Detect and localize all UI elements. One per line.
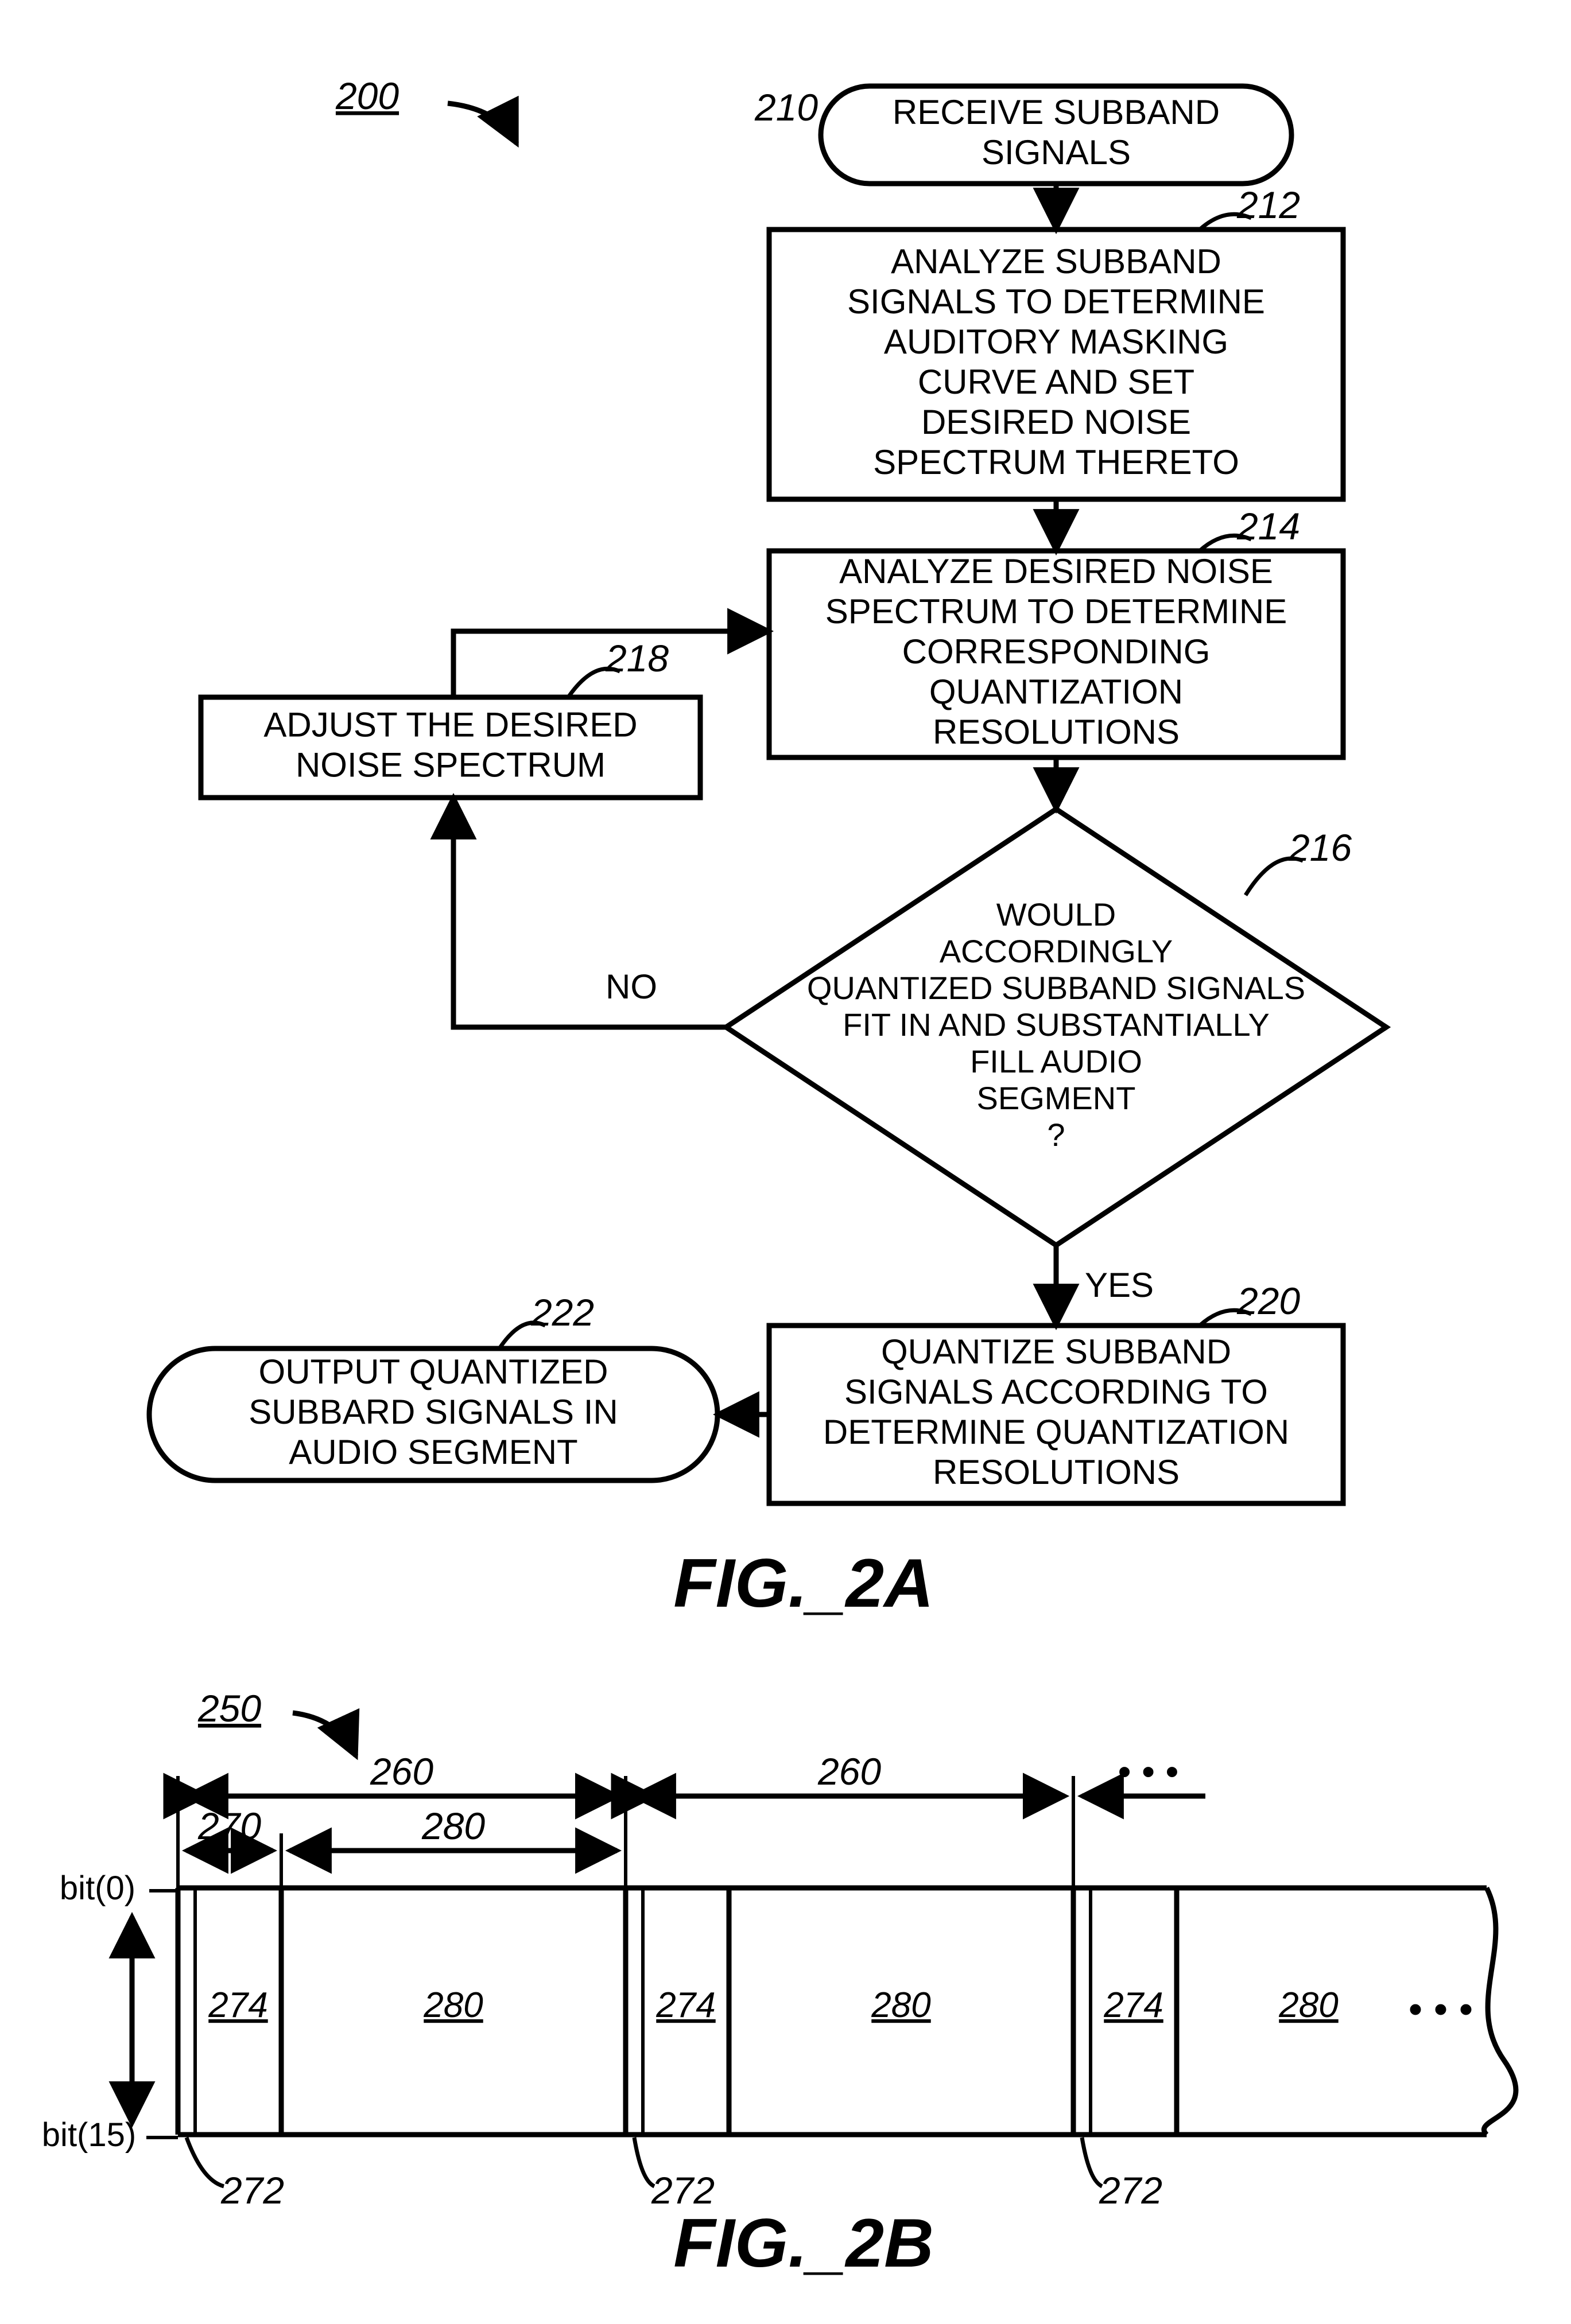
ref-arrow-200 [448,103,517,143]
node-text: OUTPUT QUANTIZED [259,1353,608,1391]
ref-label: 218 [605,637,669,679]
dim-label: • • • [1118,1750,1178,1793]
node-text: NOISE SPECTRUM [296,745,606,784]
figure-2a-title: FIG._2A [673,1545,933,1622]
node-text: RESOLUTIONS [933,713,1180,751]
node-text: SUBBARD SIGNALS IN [249,1393,618,1431]
node-text: ANALYZE DESIRED NOISE [839,552,1273,590]
edge [453,798,726,1027]
edge-label: YES [1085,1266,1154,1304]
node-text: SIGNALS [982,133,1131,172]
ref-label: 222 [530,1291,594,1334]
cell-274: 274 [208,1985,267,2025]
node-text: DETERMINE QUANTIZATION [823,1413,1289,1451]
node-text: ? [1047,1117,1065,1153]
node-text: ACCORDINGLY [940,933,1173,969]
dim-label: 280 [421,1805,485,1847]
ref-label-200: 200 [335,75,399,117]
cell-274: 274 [1103,1985,1163,2025]
node-text: SIGNALS ACCORDING TO [844,1373,1268,1411]
bit-0-label: bit(0) [60,1870,135,1907]
cell-280: 280 [871,1985,930,2025]
node-text: AUDIO SEGMENT [289,1433,577,1471]
leader-272 [187,2138,224,2186]
node-text: CORRESPONDING [902,632,1211,671]
ref-label: 214 [1236,505,1300,547]
ref-label: 210 [754,86,818,129]
node-text: QUANTIZE SUBBAND [881,1332,1231,1371]
node-text: SIGNALS TO DETERMINE [847,282,1265,321]
dim-label: 260 [817,1750,881,1793]
ref-label: 216 [1288,826,1352,869]
node-text: SPECTRUM TO DETERMINE [825,592,1287,631]
frame-torn-edge [1484,1888,1516,2135]
node-text: ADJUST THE DESIRED [263,705,637,744]
ref-label-272: 272 [1099,2169,1162,2212]
cell-274: 274 [655,1985,715,2025]
node-text: FILL AUDIO [970,1043,1142,1079]
node-text: ANALYZE SUBBAND [891,242,1221,281]
node-text: AUDITORY MASKING [884,322,1228,361]
cell-280: 280 [1278,1985,1338,2025]
ref-label-250: 250 [197,1687,261,1730]
dim-label: 260 [370,1750,433,1793]
figure-2b: 250 260 260 • • • 270 280 274 280 274 280 274 280 • … [42,1687,1516,2282]
figure-2b-title: FIG._2B [673,2205,933,2282]
node-text: CURVE AND SET [918,363,1194,401]
ref-arrow-250 [293,1713,356,1756]
node-text: DESIRED NOISE [921,403,1191,441]
node-text: QUANTIZATION [929,673,1183,711]
ref-label: 220 [1236,1280,1300,1322]
bit-15-label: bit(15) [42,2116,136,2154]
node-text: RESOLUTIONS [933,1453,1180,1491]
node-text: SEGMENT [977,1080,1136,1116]
dots: • • • [1409,1987,1473,2031]
edge-label: NO [606,967,657,1006]
cell-280: 280 [423,1985,483,2025]
figure-2a: 200 RECEIVE SUBBANDSIGNALS 210 ANALYZE SUBB… [149,75,1386,1622]
ref-label: 212 [1236,184,1300,226]
node-text: RECEIVE SUBBAND [893,93,1220,131]
node-text: WOULD [996,896,1116,932]
ref-label-272: 272 [220,2169,284,2212]
node-text: FIT IN AND SUBSTANTIALLY [843,1006,1270,1043]
node-text: SPECTRUM THERETO [873,443,1239,481]
node-text: QUANTIZED SUBBAND SIGNALS [807,970,1305,1006]
dim-label: 270 [197,1805,261,1847]
